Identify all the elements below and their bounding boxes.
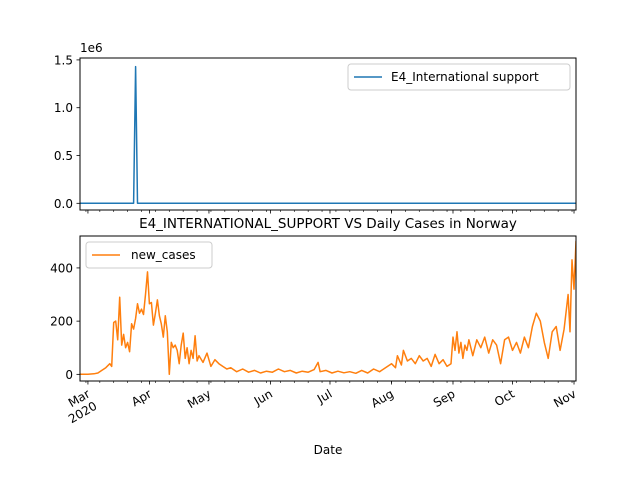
bottom-y-axis-ticks: 0 200 400 [50, 261, 80, 382]
y-tick-label: 400 [50, 261, 73, 275]
y-tick-label: 200 [50, 315, 73, 329]
y-tick-label: 1.5 [54, 53, 73, 67]
top-legend: E4_International support [347, 63, 571, 91]
top-series-lines [80, 65, 576, 205]
top-legend-box [347, 63, 571, 91]
bottom-series-lines [80, 240, 576, 376]
y-tick-label: 0.0 [54, 197, 73, 211]
top-legend-label: E4_International support [391, 70, 539, 84]
top-y-axis-ticks: 0.0 0.5 1.0 1.5 [54, 53, 80, 211]
bottom-subplot: E4_INTERNATIONAL_SUPPORT VS Daily Cases … [50, 216, 578, 457]
bottom-chart-title: E4_INTERNATIONAL_SUPPORT VS Daily Cases … [139, 216, 517, 232]
y-tick-label: 0 [65, 368, 73, 382]
bottom-legend-box [85, 241, 213, 269]
x-tick-label: Jul [314, 387, 334, 407]
series-line-e4-international-support [80, 65, 576, 205]
y-tick-label: 0.5 [54, 149, 73, 163]
y-tick-label: 1.0 [54, 101, 73, 115]
bottom-x-axis-label: Date [314, 443, 343, 457]
top-subplot: 0.0 0.5 1.0 1.5 1e6 E4_International suppor… [54, 41, 577, 214]
series-line-new-cases [80, 240, 576, 376]
top-plot-frame [79, 57, 577, 211]
bottom-plot-frame [79, 235, 577, 382]
bottom-legend: new_cases [85, 241, 213, 269]
bottom-legend-label: new_cases [131, 248, 196, 262]
top-y-offset-label: 1e6 [80, 41, 103, 55]
